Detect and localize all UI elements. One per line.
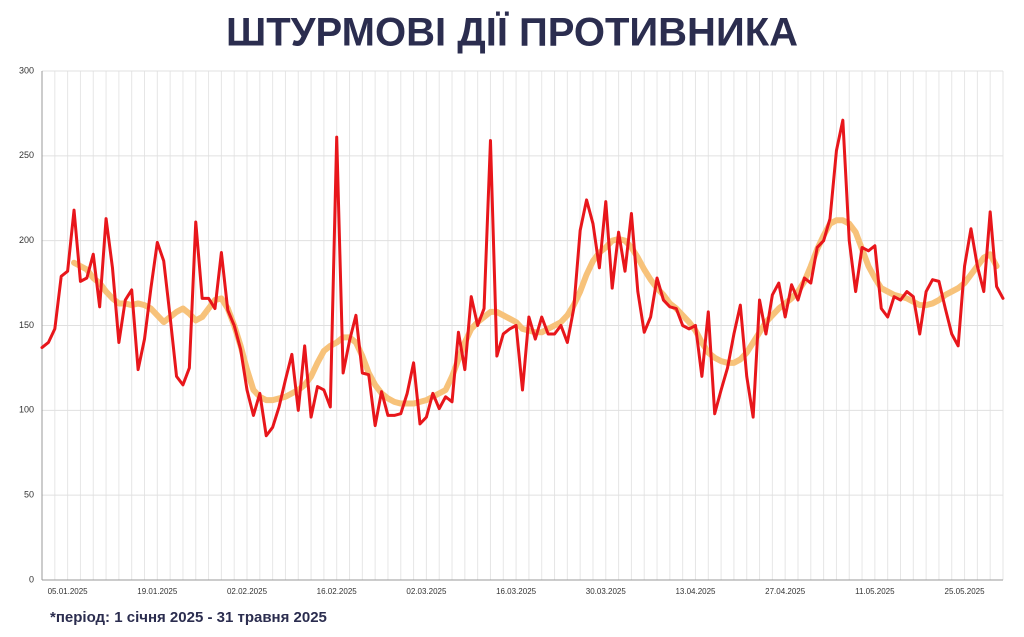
y-tick-label: 150: [19, 320, 34, 330]
y-tick-label: 250: [19, 150, 34, 160]
x-tick-label: 05.01.2025: [48, 587, 89, 596]
x-tick-label: 27.04.2025: [765, 587, 806, 596]
x-tick-label: 02.03.2025: [406, 587, 447, 596]
y-tick-label: 300: [19, 65, 34, 75]
y-tick-label: 100: [19, 405, 34, 415]
series-line: [40, 118, 1005, 438]
x-tick-label: 11.05.2025: [855, 587, 895, 596]
x-tick-label: 16.02.2025: [317, 587, 358, 596]
y-tick-label: 200: [19, 235, 34, 245]
x-tick-label: 13.04.2025: [675, 587, 716, 596]
chart-title: ШТУРМОВІ ДІЇ ПРОТИВНИКА: [226, 11, 798, 55]
y-tick-label: 0: [29, 574, 34, 584]
period-note: *період: 1 січня 2025 - 31 травня 2025: [50, 609, 327, 626]
x-tick-label: 19.01.2025: [137, 587, 178, 596]
x-tick-label: 16.03.2025: [496, 587, 537, 596]
x-tick-label: 25.05.2025: [945, 587, 986, 596]
x-tick-label: 02.02.2025: [227, 587, 268, 596]
x-tick-label: 30.03.2025: [586, 587, 627, 596]
series-line: [71, 217, 1000, 407]
y-tick-label: 50: [24, 490, 34, 500]
